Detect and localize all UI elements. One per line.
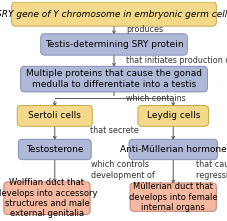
Text: Wolffian duct that
develops into accessory
structures and male
external genitali: Wolffian duct that develops into accesso… — [0, 178, 97, 218]
Text: Testosterone: Testosterone — [26, 145, 83, 154]
Text: SRY gene of Y chromosome in embryonic germ cells: SRY gene of Y chromosome in embryonic ge… — [0, 10, 227, 19]
FancyBboxPatch shape — [12, 2, 215, 26]
Text: produces: produces — [126, 25, 163, 34]
Text: Sertoli cells: Sertoli cells — [28, 111, 81, 120]
FancyBboxPatch shape — [4, 182, 90, 215]
Text: which controls
development of: which controls development of — [90, 160, 154, 180]
Text: Anti-Müllerian hormone: Anti-Müllerian hormone — [119, 145, 226, 154]
FancyBboxPatch shape — [137, 105, 208, 126]
FancyBboxPatch shape — [130, 183, 215, 211]
Text: which contains: which contains — [126, 94, 185, 103]
Text: Testis-determining SRY protein: Testis-determining SRY protein — [44, 40, 183, 49]
Text: that secrete: that secrete — [89, 126, 138, 135]
Text: Multiple proteins that cause the gonad
medulla to differentiate into a testis: Multiple proteins that cause the gonad m… — [26, 69, 201, 89]
FancyBboxPatch shape — [17, 105, 92, 126]
Text: Leydig cells: Leydig cells — [146, 111, 199, 120]
FancyBboxPatch shape — [18, 139, 91, 160]
FancyBboxPatch shape — [128, 139, 217, 160]
FancyBboxPatch shape — [41, 34, 186, 55]
Text: that causes
regression of: that causes regression of — [195, 160, 227, 180]
Text: Müllerian duct that
develops into female
internal organs: Müllerian duct that develops into female… — [128, 182, 217, 212]
FancyBboxPatch shape — [20, 66, 207, 92]
Text: that initiates production of: that initiates production of — [126, 55, 227, 65]
